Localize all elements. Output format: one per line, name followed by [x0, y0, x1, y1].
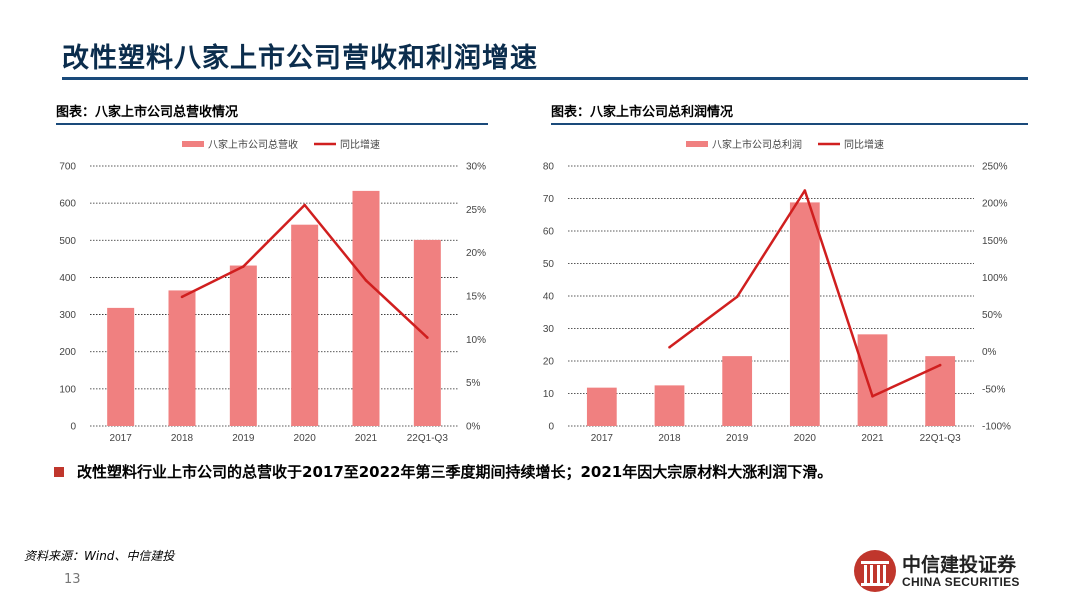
logo-emblem-icon: [854, 550, 896, 592]
x-tick-label: 2020: [794, 433, 817, 444]
source-note: 资料来源：Wind、中信建投: [24, 549, 175, 563]
y2-tick-label: 0%: [982, 347, 997, 358]
page-number: 13: [64, 572, 81, 587]
y-tick-label: 20: [543, 357, 555, 368]
y2-tick-label: 25%: [466, 205, 486, 216]
summary-note: 改性塑料行业上市公司的总营收于2017至2022年第三季度期间持续增长；2021…: [77, 463, 833, 481]
y2-tick-label: 10%: [466, 335, 486, 346]
x-tick-label: 2019: [726, 433, 749, 444]
y-tick-label: 700: [59, 162, 76, 173]
y-tick-label: 70: [543, 194, 555, 205]
revenue-chart: 八家上市公司总营收 同比增速 0 100 200 300 400 500 600 700 0% 5% 1…: [54, 130, 494, 452]
x-tick-label: 2019: [232, 433, 255, 444]
y2-tick-label: 150%: [982, 236, 1008, 247]
y-tick-label: 100: [59, 384, 76, 395]
y-tick-label: 50: [543, 259, 555, 270]
growth-point: [364, 279, 368, 282]
bar: [586, 387, 617, 426]
y-tick-label: 400: [59, 273, 76, 284]
x-tick-label: 22Q1-Q3: [407, 433, 449, 444]
page-title: 改性塑料八家上市公司营收和利润增速: [62, 43, 538, 74]
bar: [654, 385, 685, 426]
y-tick-label: 600: [59, 199, 76, 210]
bar: [857, 334, 888, 426]
bar: [107, 307, 135, 426]
growth-point: [242, 265, 245, 268]
x-tick-label: 2018: [171, 433, 194, 444]
bar: [352, 190, 380, 426]
y2-tick-label: -50%: [982, 384, 1005, 395]
chart-divider-revenue: [56, 123, 488, 125]
y-tick-label: 60: [543, 227, 555, 238]
y2-tick-label: -100%: [982, 422, 1011, 433]
bar: [168, 290, 196, 426]
x-tick-label: 2017: [591, 433, 614, 444]
y-tick-label: 200: [59, 347, 76, 358]
bar: [229, 265, 257, 426]
growth-point: [871, 394, 874, 398]
legend-bar-swatch: [686, 141, 708, 147]
bar: [291, 224, 319, 426]
y2-tick-label: 50%: [982, 310, 1002, 321]
legend-bar-label: 八家上市公司总利润: [712, 138, 802, 151]
company-logo: 中信建投证券 CHINA SECURITIES: [852, 548, 1052, 594]
title-divider: [62, 77, 1028, 80]
growth-point: [180, 295, 184, 299]
legend-bar-swatch: [182, 141, 204, 147]
growth-point: [426, 336, 429, 339]
growth-point: [938, 363, 942, 367]
y-tick-label: 0: [548, 422, 554, 433]
y2-tick-label: 20%: [466, 248, 486, 259]
chart-divider-profit: [551, 123, 1028, 125]
legend-line-label: 同比增速: [844, 138, 884, 151]
y-tick-label: 40: [543, 292, 555, 303]
x-tick-label: 2021: [861, 433, 884, 444]
bar: [925, 356, 956, 426]
y2-tick-label: 15%: [466, 292, 486, 303]
note-bullet: [54, 467, 64, 477]
growth-point: [803, 189, 807, 192]
x-tick-label: 2018: [658, 433, 681, 444]
bar: [413, 239, 441, 426]
y-tick-label: 500: [59, 236, 76, 247]
y-tick-label: 10: [543, 389, 555, 400]
profit-chart-svg: 八家上市公司总利润 同比增速 0 10 20 30 40 50 60 70 80 -100% -50% 0…: [543, 138, 1011, 444]
growth-point: [668, 345, 671, 349]
y2-tick-label: 100%: [982, 273, 1008, 284]
y2-tick-label: 200%: [982, 199, 1008, 210]
profit-chart: 八家上市公司总利润 同比增速 0 10 20 30 40 50 60 70 80 -100% -50% 0…: [530, 130, 1030, 452]
chart-title-revenue: 图表：八家上市公司总营收情况: [56, 105, 239, 120]
logo-chinese-name: 中信建投证券: [902, 554, 1017, 576]
growth-point: [735, 295, 739, 299]
bar: [789, 202, 820, 426]
growth-point: [303, 203, 306, 207]
y2-tick-label: 30%: [466, 162, 486, 173]
legend-bar-label: 八家上市公司总营收: [208, 138, 298, 151]
y-tick-label: 0: [70, 422, 76, 433]
revenue-chart-svg: 八家上市公司总营收 同比增速 0 100 200 300 400 500 600 700 0% 5% 1…: [59, 138, 486, 444]
legend-line-label: 同比增速: [340, 138, 380, 151]
y-tick-label: 300: [59, 310, 76, 321]
y-tick-label: 30: [543, 324, 555, 335]
chart-title-profit: 图表：八家上市公司总利润情况: [551, 105, 734, 120]
logo-english-name: CHINA SECURITIES: [902, 575, 1020, 589]
y2-tick-label: 0%: [466, 422, 481, 433]
x-tick-label: 2020: [294, 433, 317, 444]
y-tick-label: 80: [543, 162, 555, 173]
y2-tick-label: 5%: [466, 378, 481, 389]
x-tick-label: 22Q1-Q3: [920, 433, 962, 444]
x-tick-label: 2017: [110, 433, 133, 444]
y2-tick-label: 250%: [982, 162, 1008, 173]
bar: [722, 356, 753, 426]
x-tick-label: 2021: [355, 433, 378, 444]
